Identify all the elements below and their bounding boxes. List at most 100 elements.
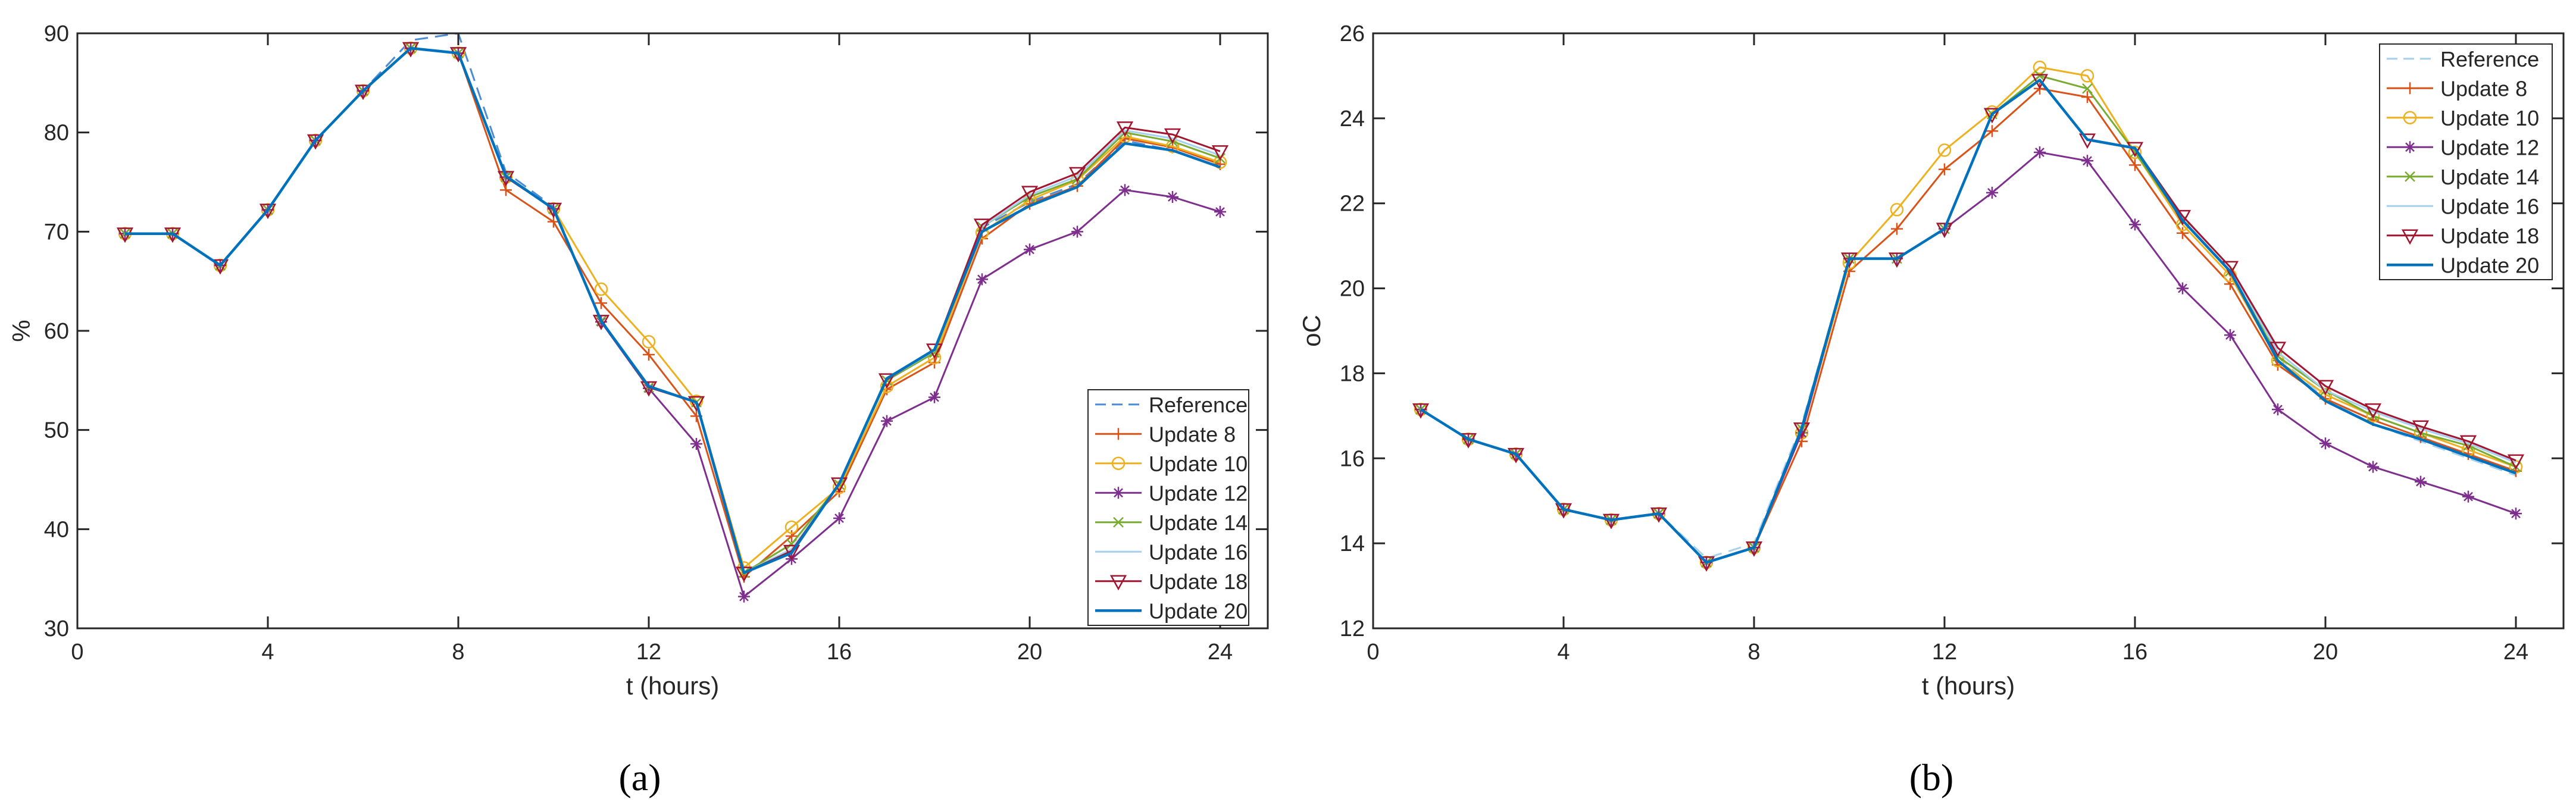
legend-label-a-update-8: Update 8 [1149,422,1236,446]
point-b-update-8-13 [1986,125,1998,137]
point-a-update-12-16 [833,512,845,524]
y-tick-label-b-22: 22 [1340,192,1365,217]
series-line-b-update-20 [1420,79,2516,564]
y-tick-label-b-12: 12 [1340,616,1365,641]
legend-entry-b-update-20: Update 20 [2387,253,2539,277]
legend-marker-b-update-8 [2404,82,2416,95]
point-b-update-18-5 [1602,513,1620,530]
point-a-update-12-18 [929,391,940,403]
point-b-update-12-14 [2034,146,2046,158]
panel-a: 0 4 8 12 16 20 24 30 40 50 60 70 80 90 t (hours) % Re… [7,21,1269,799]
point-a-update-18-20 [1021,186,1039,202]
x-tick-label-b-16: 16 [2122,640,2147,665]
legend-marker-a-update-14 [1113,516,1124,528]
point-a-update-12-23 [1167,191,1178,203]
x-tick-label-a-4: 4 [261,640,274,665]
legend-b: Reference Update 8 Update 10 Update 12 Updat… [2379,43,2553,280]
point-b-update-8-16 [2129,159,2141,171]
x-axis-label-a: t (hours) [626,672,719,700]
legend-entry-b-update-16: Update 16 [2387,194,2539,218]
point-a-update-12-17 [881,415,893,427]
y-tick-label-a-50: 50 [44,418,69,443]
x-tick-label-a-8: 8 [452,640,464,665]
point-b-update-10-15 [2080,69,2094,83]
point-a-update-12-20 [1024,243,1036,256]
point-b-update-12-13 [1986,186,1998,199]
y-tick-label-b-26: 26 [1340,21,1365,46]
axes-box-b [1372,32,2565,630]
legend-box-a [1087,389,1249,626]
legend-entry-b-update-8: Update 8 [2387,76,2527,101]
legend-label-b-update-12: Update 12 [2440,135,2539,159]
legend-entry-a-update-10: Update 10 [1095,452,1248,476]
point-b-update-18-22 [2412,420,2430,436]
point-b-update-8-17 [2177,227,2189,239]
point-b-update-8-12 [1939,163,1950,176]
point-a-update-18-14 [735,566,753,583]
panel-caption-a: (a) [618,756,661,799]
point-b-update-12-20 [2319,437,2331,450]
y-tick-label-b-18: 18 [1340,361,1365,386]
point-b-update-18-19 [2269,342,2287,358]
point-b-update-12-17 [2177,282,2189,295]
legend-marker-a-update-8 [1112,428,1124,440]
legend-marker-a-update-18 [1109,575,1127,591]
point-a-update-18-22 [1116,121,1134,137]
y-tick-label-a-90: 90 [44,21,69,46]
point-a-update-8-11 [595,297,607,309]
legend-entry-b-update-18: Update 18 [2387,224,2539,248]
point-a-update-12-24 [1214,206,1226,218]
point-a-update-18-15 [783,544,801,561]
plot-area-a [77,33,1268,628]
legend-label-b-update-20: Update 20 [2440,253,2539,277]
point-b-update-10-12 [1937,143,1952,157]
series-b-update-20 [1420,79,2516,564]
x-tick-label-a-16: 16 [827,640,852,665]
point-a-update-18-13 [687,396,705,412]
point-b-update-18-20 [2316,380,2334,396]
point-b-update-12-21 [2367,461,2379,473]
y-tick-label-b-24: 24 [1340,107,1365,131]
y-tick-label-a-60: 60 [44,319,69,344]
legend-label-a-update-12: Update 12 [1149,481,1248,505]
point-a-update-12-19 [976,273,988,286]
x-tick-label-b-12: 12 [1932,640,1957,665]
point-a-update-10-15 [784,520,799,534]
point-b-update-10-14 [2033,60,2047,74]
x-tick-label-b-0: 0 [1367,640,1379,665]
point-b-update-18-3 [1507,447,1525,464]
point-b-update-18-13 [1983,108,2001,124]
point-a-update-10-11 [594,282,608,296]
legend-marker-b-update-18 [2401,229,2419,245]
x-tick-label-b-4: 4 [1557,640,1570,665]
legend-marker-b-update-10 [2403,111,2417,124]
legend-entry-a-update-8: Update 8 [1095,422,1236,446]
legend-entry-a-update-18: Update 18 [1095,569,1248,594]
point-a-update-18-10 [545,202,562,218]
series-a-update-20 [125,46,1221,574]
x-tick-label-b-8: 8 [1747,640,1760,665]
legend-label-b-update-18: Update 18 [2440,224,2539,248]
legend-label-b-update-10: Update 10 [2440,106,2539,130]
legend-label-b-update-16: Update 16 [2440,194,2539,218]
point-b-update-12-16 [2129,218,2141,231]
x-tick-label-a-0: 0 [71,640,83,665]
point-b-update-12-18 [2224,329,2236,342]
legend-entry-b-update-10: Update 10 [2387,106,2539,130]
point-b-update-8-11 [1891,223,1903,235]
legend-entry-a-update-14: Update 14 [1095,511,1248,535]
point-b-update-10-16 [2128,145,2142,159]
point-a-update-18-24 [1211,145,1229,161]
point-a-update-18-16 [830,477,848,493]
point-a-update-18-8 [449,47,467,62]
point-b-update-18-23 [2459,435,2477,451]
point-b-update-14-14 [2034,70,2045,82]
point-b-update-12-23 [2462,490,2474,503]
point-b-update-12-15 [2081,155,2093,167]
y-tick-label-b-14: 14 [1340,531,1365,556]
point-a-update-12-21 [1071,226,1083,238]
legend-entry-b-update-14: Update 14 [2387,165,2539,189]
point-a-update-18-6 [354,84,372,101]
y-axis-label-a: % [7,320,35,342]
